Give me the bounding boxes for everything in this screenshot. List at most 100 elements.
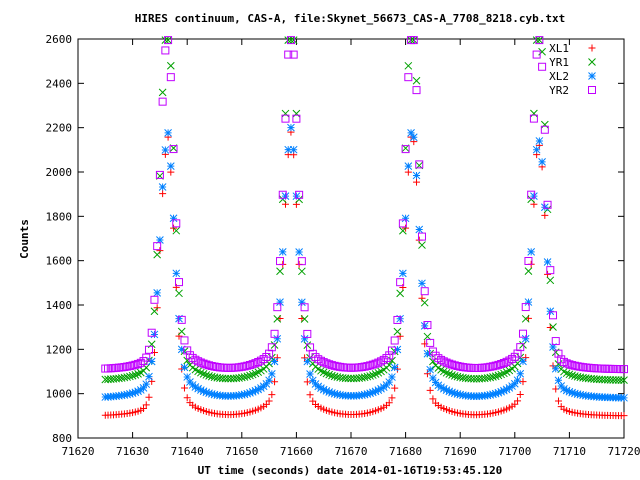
data-point	[158, 97, 167, 106]
data-point	[573, 390, 582, 398]
x-axis-label: UT time (seconds) date 2014-01-16T19:53:…	[198, 464, 503, 477]
data-point	[538, 158, 546, 166]
data-point	[254, 358, 263, 367]
data-point	[412, 86, 421, 95]
data-point	[429, 395, 437, 403]
data-point	[139, 384, 148, 392]
data-point	[379, 355, 388, 364]
data-point	[519, 357, 527, 366]
data-point	[265, 397, 273, 405]
x-tick-label: 71710	[553, 445, 586, 458]
data-point	[399, 226, 407, 235]
data-point	[494, 388, 503, 397]
data-point	[420, 287, 429, 296]
data-point	[327, 361, 336, 370]
data-point	[393, 327, 402, 336]
data-point	[177, 315, 186, 324]
data-point	[491, 389, 500, 398]
data-point	[131, 388, 140, 397]
data-point	[221, 374, 230, 383]
data-point	[360, 390, 369, 399]
data-point	[442, 386, 451, 395]
data-point	[390, 336, 399, 345]
data-point	[385, 399, 393, 407]
data-point	[180, 384, 188, 392]
data-point	[413, 178, 421, 186]
data-point	[404, 168, 412, 176]
data-point	[271, 378, 279, 386]
data-point	[429, 374, 437, 382]
data-point	[562, 359, 571, 368]
data-point	[529, 114, 538, 123]
data-point	[382, 354, 391, 363]
data-point	[420, 298, 429, 307]
x-tick-label: 71690	[444, 445, 477, 458]
data-point	[306, 343, 315, 352]
data-point	[388, 394, 396, 402]
data-point	[388, 373, 396, 381]
data-point	[374, 386, 383, 395]
data-point	[502, 385, 511, 394]
data-point	[278, 248, 287, 256]
data-point	[499, 359, 508, 368]
data-point	[404, 162, 413, 170]
data-point	[418, 241, 426, 249]
data-point	[175, 278, 184, 287]
data-point	[368, 371, 377, 379]
data-point	[156, 236, 164, 244]
data-point	[549, 323, 557, 331]
series-xl2	[101, 123, 628, 402]
data-point	[387, 346, 396, 355]
data-point	[532, 145, 541, 154]
data-point	[535, 137, 544, 145]
data-point	[453, 390, 462, 398]
data-point	[287, 123, 295, 132]
data-point	[273, 315, 282, 323]
data-point	[145, 393, 153, 401]
data-point	[267, 369, 276, 378]
data-point	[448, 360, 457, 369]
y-tick-label: 2000	[46, 166, 73, 179]
data-point	[322, 369, 331, 378]
data-point	[330, 361, 339, 370]
data-point	[169, 145, 178, 154]
data-point	[142, 401, 150, 409]
data-point	[368, 360, 377, 369]
data-point	[439, 384, 448, 393]
data-point	[426, 365, 435, 374]
axis-ticks: 71620 71630 71640 71650 71660 71670 71680 71690…	[46, 33, 640, 458]
data-point	[207, 361, 216, 370]
data-point	[265, 376, 273, 385]
data-point	[289, 50, 298, 59]
data-point	[565, 360, 574, 369]
data-point	[126, 390, 134, 398]
data-point	[344, 374, 353, 383]
data-point	[428, 347, 437, 356]
data-point	[363, 390, 372, 398]
legend-marker	[588, 44, 596, 52]
data-point	[150, 295, 159, 304]
data-point	[164, 129, 172, 137]
data-point	[489, 373, 497, 381]
data-point	[554, 349, 563, 358]
data-point	[267, 343, 276, 352]
data-point	[191, 355, 200, 364]
data-point	[363, 362, 372, 371]
chart-title: HIRES continuum, CAS-A, file:Skynet_5667…	[135, 12, 565, 25]
data-point	[415, 225, 424, 234]
y-tick-label: 2200	[46, 122, 73, 135]
data-point	[333, 390, 342, 399]
data-point	[167, 168, 175, 176]
data-point	[562, 369, 571, 378]
data-point	[396, 314, 404, 323]
data-point	[554, 376, 563, 385]
data-point	[491, 372, 500, 381]
data-point	[510, 379, 519, 388]
data-point	[183, 394, 191, 402]
data-point	[412, 76, 421, 85]
data-point	[559, 357, 568, 366]
data-point	[519, 341, 527, 349]
data-point	[319, 358, 328, 367]
data-point	[120, 391, 129, 399]
x-tick-label: 71660	[280, 445, 313, 458]
